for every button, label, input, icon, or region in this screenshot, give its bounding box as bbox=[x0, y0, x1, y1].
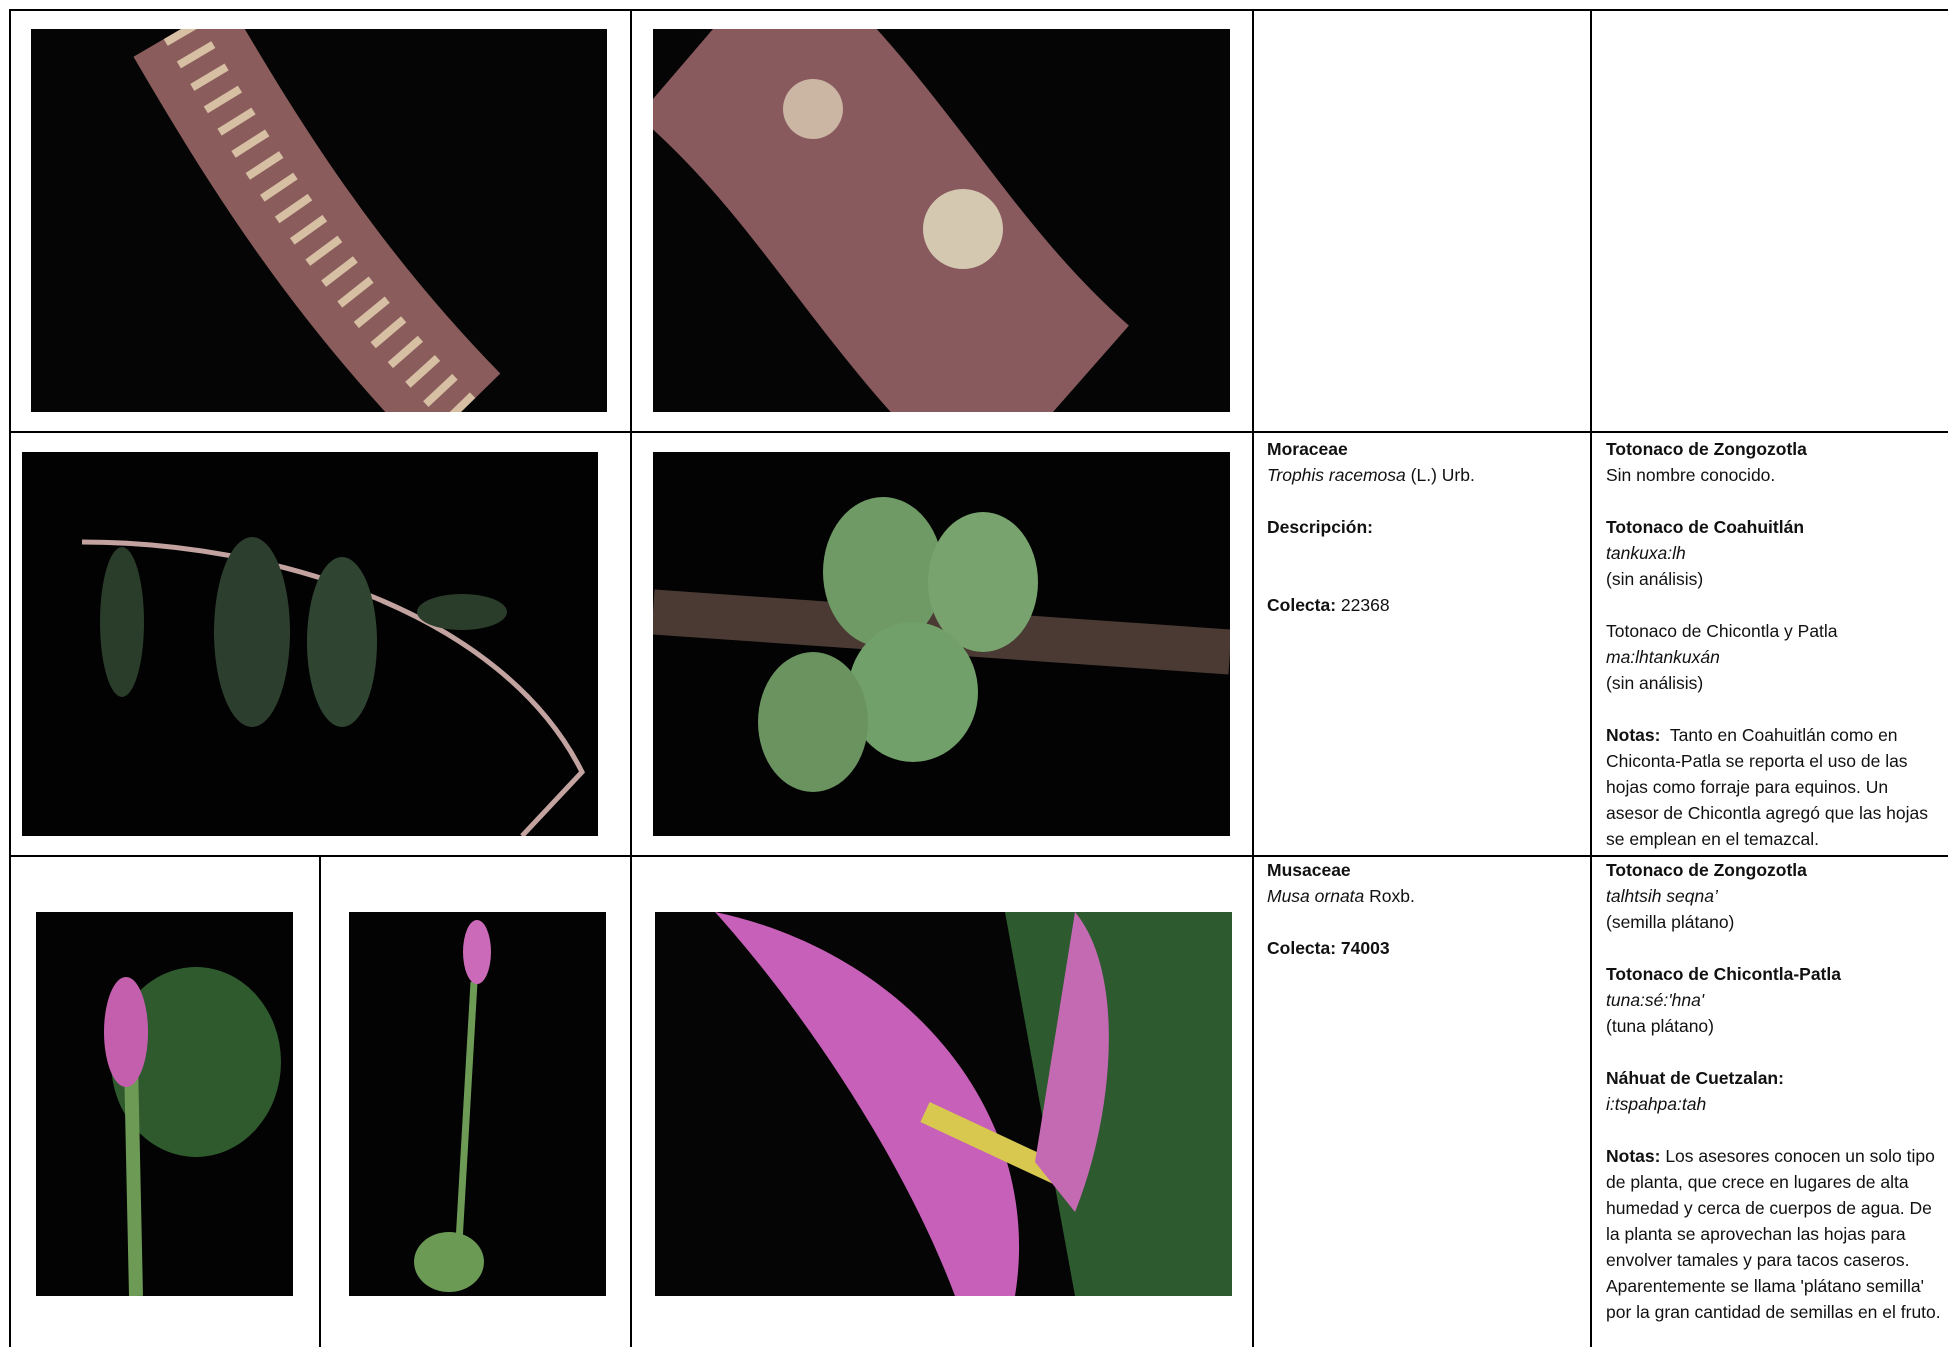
name-note: (tuna plátano) bbox=[1606, 1016, 1714, 1036]
language: Totonaco de Chicontla-Patla bbox=[1606, 964, 1841, 984]
photo-banana-plant bbox=[36, 912, 293, 1296]
local-name: ma:lhtankuxán bbox=[1606, 647, 1720, 667]
family: Musaceae bbox=[1267, 860, 1351, 880]
language: Totonaco de Coahuitlán bbox=[1606, 517, 1805, 537]
local-name: talhtsih seqna’ bbox=[1606, 886, 1718, 906]
collection-label: Colecta: bbox=[1267, 595, 1337, 615]
notes-label: Notas: bbox=[1606, 725, 1661, 745]
species: Trophis racemosa bbox=[1267, 465, 1406, 485]
collection-label: Colecta: bbox=[1267, 938, 1337, 958]
taxon-cell: Musaceae Musa ornata Roxb. Colecta: 7400… bbox=[1267, 857, 1585, 961]
names-cell: Totonaco de Zongozotla talhtsih seqna’ (… bbox=[1606, 857, 1942, 1325]
language: Totonaco de Zongozotla bbox=[1606, 860, 1807, 880]
language: Totonaco de Zongozotla bbox=[1606, 439, 1807, 459]
name-note: Sin nombre conocido. bbox=[1606, 465, 1776, 485]
name-note: (sin análisis) bbox=[1606, 673, 1704, 693]
collection-number: 22368 bbox=[1340, 595, 1390, 615]
description-label: Descripción: bbox=[1267, 517, 1373, 537]
notes: Tanto en Coahuitlán como en Chiconta-Pat… bbox=[1606, 725, 1929, 849]
photo-flowers-closeup bbox=[653, 29, 1230, 412]
local-name: tankuxa:lh bbox=[1606, 543, 1686, 563]
local-name: i:tspahpa:tah bbox=[1606, 1094, 1707, 1114]
notes-label: Notas: bbox=[1606, 1146, 1661, 1166]
taxon-cell: Moraceae Trophis racemosa (L.) Urb. Desc… bbox=[1267, 436, 1585, 618]
species: Musa ornata bbox=[1267, 886, 1365, 906]
language: Totonaco de Chicontla y Patla bbox=[1606, 621, 1838, 641]
name-note: (sin análisis) bbox=[1606, 569, 1704, 589]
photo-flowers bbox=[31, 29, 607, 412]
name-note: (semilla plátano) bbox=[1606, 912, 1735, 932]
photo-banana-flower bbox=[655, 912, 1232, 1296]
local-name: tuna:sé:'hna' bbox=[1606, 990, 1705, 1010]
collection-number: 74003 bbox=[1340, 938, 1390, 958]
language: Náhuat de Cuetzalan: bbox=[1606, 1068, 1784, 1088]
photo-branch bbox=[22, 452, 598, 836]
names-cell: Totonaco de Zongozotla Sin nombre conoci… bbox=[1606, 436, 1942, 852]
notes: Los asesores conocen un solo tipo de pla… bbox=[1606, 1146, 1941, 1322]
author: Roxb. bbox=[1369, 886, 1415, 906]
photo-banana-stalk bbox=[349, 912, 606, 1296]
family: Moraceae bbox=[1267, 439, 1348, 459]
author: (L.) Urb. bbox=[1410, 465, 1475, 485]
photo-fruits bbox=[653, 452, 1230, 836]
